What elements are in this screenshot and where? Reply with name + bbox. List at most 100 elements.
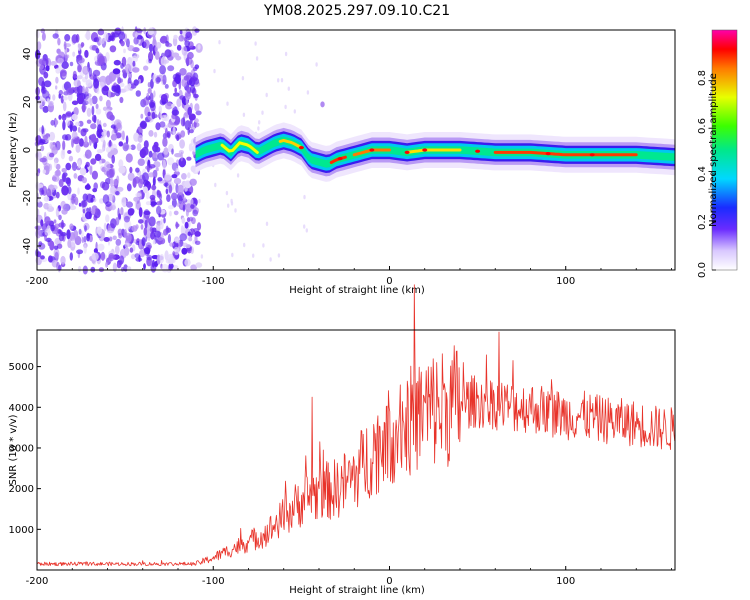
colorbar-tick-label: 0.2 xyxy=(697,214,708,230)
noise-blob xyxy=(92,69,101,77)
noise-blob xyxy=(80,42,85,48)
noise-speck xyxy=(200,254,204,259)
noise-blob xyxy=(69,223,74,230)
noise-blob xyxy=(182,204,186,212)
noise-speck xyxy=(252,253,255,258)
noise-blob xyxy=(44,216,51,225)
noise-speck xyxy=(225,190,229,196)
noise-blob xyxy=(147,232,151,242)
noise-blob xyxy=(156,201,163,206)
noise-blob xyxy=(45,237,52,243)
noise-blob xyxy=(95,108,102,115)
noise-blob xyxy=(155,122,161,131)
noise-blob xyxy=(167,157,175,166)
noise-speck xyxy=(262,243,265,248)
noise-blob xyxy=(97,243,105,251)
noise-blob xyxy=(86,207,90,213)
noise-blob xyxy=(95,103,99,110)
noise-blob xyxy=(148,27,154,36)
noise-blob xyxy=(133,37,139,45)
noise-blob xyxy=(178,157,187,168)
noise-blob xyxy=(78,202,82,207)
noise-blob xyxy=(115,217,120,226)
noise-blob xyxy=(102,122,107,128)
noise-speck xyxy=(214,182,217,188)
noise-blob xyxy=(55,207,60,218)
noise-blob xyxy=(176,44,182,51)
noise-speck xyxy=(255,56,259,61)
band-core xyxy=(220,141,259,154)
x-tick-label: 0 xyxy=(386,576,392,587)
band-hotspot xyxy=(298,146,304,150)
noise-blob xyxy=(38,242,46,250)
noise-blob xyxy=(49,142,54,150)
noise-blob xyxy=(103,237,110,242)
noise-blob xyxy=(120,62,124,69)
noise-blob xyxy=(189,216,194,222)
snr-panel: -200 -100 0 100 1000 2000 3000 4000 5000 Height… xyxy=(8,284,676,596)
noise-blob xyxy=(77,64,82,73)
noise-blob xyxy=(52,174,60,183)
noise-blob xyxy=(124,246,130,256)
noise-blob xyxy=(160,94,168,102)
noise-blob xyxy=(151,111,156,120)
noise-blob xyxy=(179,95,186,101)
noise-blob xyxy=(102,139,106,148)
noise-blob xyxy=(71,34,79,44)
noise-blob xyxy=(140,224,144,230)
noise-blob xyxy=(39,139,46,144)
noise-blob xyxy=(149,101,155,109)
noise-blob xyxy=(173,92,180,97)
noise-blob xyxy=(50,224,55,232)
noise-blob xyxy=(39,99,46,106)
noise-blob xyxy=(168,205,174,210)
y-tick-label: 4000 xyxy=(9,403,34,414)
noise-blob xyxy=(155,77,161,83)
noise-blob xyxy=(151,185,157,191)
noise-blob xyxy=(130,253,136,260)
band-hotspot xyxy=(589,153,595,157)
noise-blob xyxy=(67,192,72,201)
noise-blob xyxy=(58,179,64,188)
noise-blob xyxy=(183,75,190,81)
spectrogram-x-label: Height of straight line (km) xyxy=(289,285,425,296)
noise-blob xyxy=(106,111,114,120)
colorbar-tick-label: 0.6 xyxy=(697,118,708,134)
noise-blob xyxy=(77,126,81,133)
noise-blob xyxy=(149,194,156,201)
noise-blob xyxy=(91,205,96,215)
noise-blob xyxy=(48,203,52,209)
noise-blob xyxy=(60,95,64,104)
noise-blob xyxy=(157,177,163,182)
noise-blob xyxy=(194,28,200,33)
noise-blob xyxy=(43,162,51,171)
noise-blob xyxy=(193,93,199,99)
noise-blob xyxy=(53,245,59,250)
noise-blob xyxy=(196,222,202,231)
noise-blob xyxy=(97,124,102,134)
noise-speck xyxy=(258,120,261,125)
snr-y-ticks: 1000 2000 3000 4000 5000 xyxy=(9,362,41,536)
x-tick-label: -200 xyxy=(26,576,49,587)
noise-blob xyxy=(82,208,86,214)
noise-blob xyxy=(110,177,114,188)
noise-blob xyxy=(185,31,193,41)
noise-blob xyxy=(139,148,147,159)
band-core xyxy=(493,150,638,157)
noise-blob xyxy=(76,85,84,94)
noise-blob xyxy=(90,158,97,165)
noise-blob xyxy=(125,153,133,163)
noise-blob xyxy=(167,121,175,129)
noise-blob xyxy=(136,200,141,211)
noise-blob xyxy=(110,145,114,151)
noise-blob xyxy=(73,79,81,87)
y-tick-label: 0 xyxy=(22,147,33,153)
noise-blob xyxy=(68,205,77,211)
noise-blob xyxy=(84,149,92,159)
noise-blob xyxy=(43,196,50,202)
noise-blob xyxy=(188,129,194,134)
noise-blob xyxy=(141,237,146,247)
noise-speck xyxy=(226,101,229,106)
noise-blob xyxy=(187,172,191,179)
